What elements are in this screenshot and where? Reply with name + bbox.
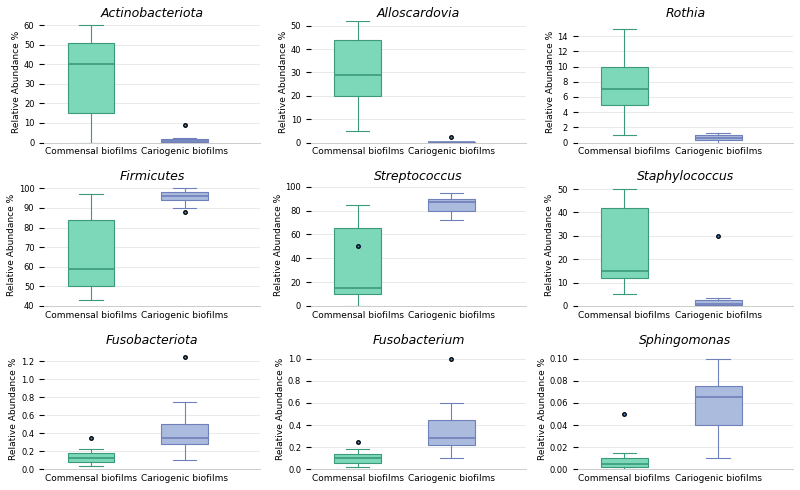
Title: Fusobacterium: Fusobacterium <box>373 334 465 346</box>
PathPatch shape <box>694 300 742 305</box>
Y-axis label: Relative Abundance %: Relative Abundance % <box>274 194 282 296</box>
Y-axis label: Relative Abundance %: Relative Abundance % <box>278 31 288 133</box>
Title: Sphingomonas: Sphingomonas <box>639 334 731 346</box>
PathPatch shape <box>601 208 648 278</box>
PathPatch shape <box>428 199 475 211</box>
Title: Alloscardovia: Alloscardovia <box>377 7 460 20</box>
PathPatch shape <box>162 192 208 200</box>
Y-axis label: Relative Abundance %: Relative Abundance % <box>276 357 285 460</box>
PathPatch shape <box>68 220 114 286</box>
PathPatch shape <box>601 458 648 467</box>
Y-axis label: Relative Abundance %: Relative Abundance % <box>546 194 554 296</box>
Title: Staphylococcus: Staphylococcus <box>637 171 734 183</box>
Y-axis label: Relative Abundance %: Relative Abundance % <box>7 194 16 296</box>
PathPatch shape <box>68 43 114 113</box>
PathPatch shape <box>694 387 742 425</box>
PathPatch shape <box>334 40 381 96</box>
PathPatch shape <box>601 67 648 104</box>
Y-axis label: Relative Abundance %: Relative Abundance % <box>538 357 546 460</box>
Title: Streptococcus: Streptococcus <box>374 171 463 183</box>
PathPatch shape <box>68 453 114 462</box>
PathPatch shape <box>162 424 208 444</box>
PathPatch shape <box>334 454 381 463</box>
PathPatch shape <box>334 228 381 294</box>
Title: Firmicutes: Firmicutes <box>119 171 185 183</box>
Y-axis label: Relative Abundance %: Relative Abundance % <box>10 357 18 460</box>
Y-axis label: Relative Abundance %: Relative Abundance % <box>546 31 554 133</box>
PathPatch shape <box>162 139 208 142</box>
Y-axis label: Relative Abundance %: Relative Abundance % <box>12 31 21 133</box>
Title: Rothia: Rothia <box>666 7 706 20</box>
PathPatch shape <box>428 419 475 445</box>
Title: Actinobacteriota: Actinobacteriota <box>101 7 203 20</box>
Title: Fusobacteriota: Fusobacteriota <box>106 334 198 346</box>
PathPatch shape <box>694 135 742 140</box>
